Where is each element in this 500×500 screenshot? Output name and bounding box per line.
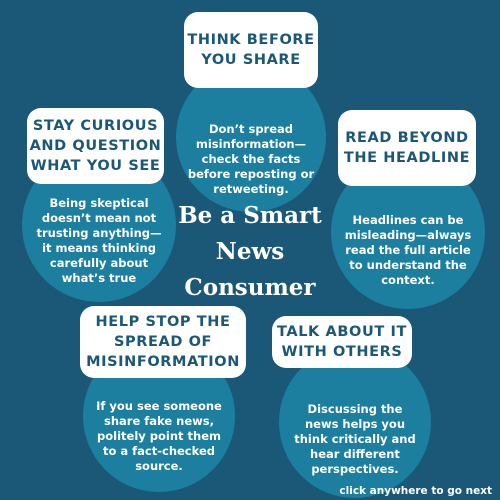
tip-stop-misinformation-card: Help stop the spread of misinformation — [80, 306, 246, 378]
tip-think-before-sharing-card: Think before you share — [184, 12, 318, 88]
tip-stay-curious-heading: Stay curious and question what you see — [29, 118, 162, 174]
tip-read-beyond-headline-heading: Read beyond the headline — [343, 130, 471, 166]
tip-stop-misinformation-heading: Help stop the spread of misinformation — [86, 314, 240, 370]
tip-talk-with-others-circle: Discussing the news helps you think crit… — [279, 346, 431, 498]
tip-talk-with-others-card: Talk about it with others — [272, 316, 412, 368]
tip-think-before-sharing-text: Don’t spread misinformation— check the f… — [187, 121, 315, 196]
tip-think-before-sharing-heading: Think before you share — [187, 32, 315, 68]
tip-stay-curious-text: Being skeptical doesn’t mean not trustin… — [36, 196, 162, 285]
tip-stay-curious-card: Stay curious and question what you see — [27, 108, 164, 184]
page-title: Be a Smart News Consumer — [178, 202, 322, 301]
tip-stop-misinformation-text: If you see someone share fake news, poli… — [96, 398, 222, 473]
tip-read-beyond-headline-card: Read beyond the headline — [338, 110, 476, 186]
next-slide-hint[interactable]: click anywhere to go next — [339, 485, 492, 497]
tip-talk-with-others-text: Discussing the news helps you think crit… — [294, 401, 416, 476]
tip-read-beyond-headline-text: Headlines can be misleading—always read … — [344, 212, 472, 287]
tip-talk-with-others-heading: Talk about it with others — [277, 324, 407, 360]
